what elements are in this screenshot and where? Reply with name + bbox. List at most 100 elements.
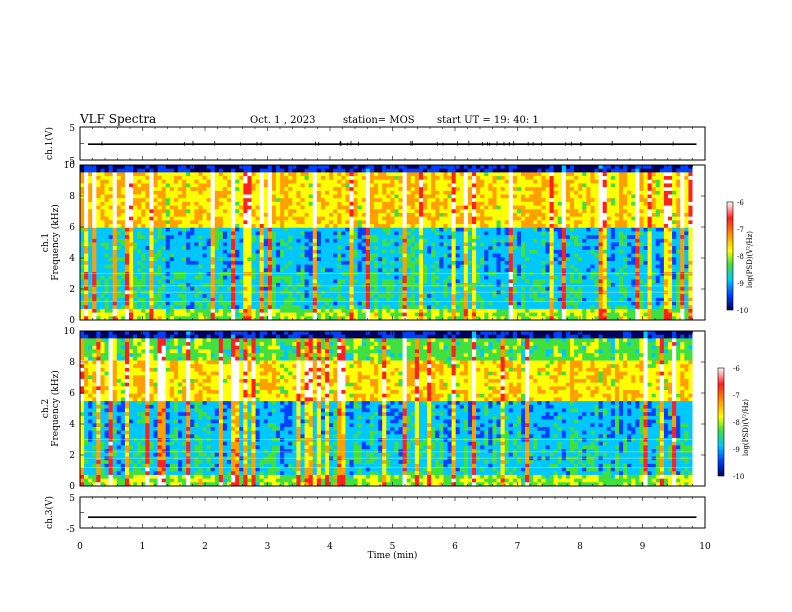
spectrogram-cell — [92, 279, 97, 284]
spectrogram-cell — [557, 187, 563, 192]
spectrogram-cell — [186, 249, 191, 254]
spectrogram-cell — [390, 198, 395, 203]
spectrogram-cell — [439, 242, 444, 247]
spectrogram-cell — [357, 268, 363, 273]
spectrogram-cell — [439, 183, 444, 188]
spectrogram-cell — [476, 190, 481, 195]
spectrogram-cell — [341, 279, 346, 284]
spectrogram-cell — [525, 246, 530, 251]
spectrogram-cell — [537, 187, 542, 192]
spectrogram-cell — [455, 242, 461, 247]
spectrogram-cell — [447, 179, 452, 184]
spectrogram-cell — [320, 227, 326, 232]
spectrogram-cell — [431, 212, 436, 218]
spectrogram-cell — [398, 224, 403, 229]
spectrogram-cell — [276, 224, 281, 229]
spectrogram-cell — [173, 187, 179, 192]
spectrogram-cell — [149, 238, 154, 243]
spectrogram-cell — [623, 238, 628, 243]
spectrogram-cell — [349, 264, 354, 269]
spectrogram-cell — [198, 216, 203, 221]
spectrogram-cell — [88, 201, 93, 206]
spectrogram-cell — [553, 238, 559, 243]
spectrogram-cell — [349, 235, 354, 240]
spectrogram-cell — [345, 172, 350, 177]
spectrogram-cell — [271, 249, 277, 254]
spectrogram-cell — [492, 183, 497, 188]
spectrogram-cell — [614, 179, 620, 184]
spectrogram-cell — [325, 198, 330, 203]
spectrogram-cell — [198, 249, 203, 254]
spectrogram-cell — [92, 209, 97, 214]
spectrogram-cell — [157, 235, 163, 240]
spectrogram-cell — [688, 231, 693, 236]
spectrogram-cell — [529, 272, 534, 277]
spectrogram-cell — [333, 183, 338, 188]
spectrogram-cell — [80, 216, 85, 221]
spectrogram-cell — [304, 260, 310, 266]
spectrogram-cell — [149, 216, 154, 221]
spectrogram-cell — [623, 279, 628, 284]
spectrogram-cell — [512, 249, 518, 254]
spectrogram-cell — [165, 242, 171, 247]
spectrogram-cell — [316, 224, 322, 229]
spectrogram-cell — [129, 242, 134, 247]
spectrogram-cell — [545, 242, 550, 247]
spectrogram-cell — [663, 205, 669, 210]
spectrogram-cell — [647, 216, 653, 221]
spectrogram-cell — [100, 253, 105, 258]
spectrogram-cell — [235, 216, 240, 221]
spectrogram-cell — [574, 260, 579, 266]
spectrogram-cell — [161, 198, 167, 203]
spectrogram-cell — [467, 220, 473, 225]
spectrogram-cell — [516, 201, 522, 206]
spectrogram-cell — [116, 249, 122, 254]
spectrogram-cell — [427, 172, 432, 177]
spectrogram-cell — [255, 246, 261, 251]
spectrogram-cell — [631, 198, 636, 203]
spectrogram-cell — [218, 183, 224, 188]
spectrogram-cell — [504, 190, 510, 195]
spectrogram-cell — [308, 272, 314, 277]
spectrogram-cell — [198, 238, 203, 243]
spectrogram-cell — [378, 257, 383, 262]
spectrogram-cell — [137, 220, 142, 225]
spectrogram-cell — [349, 238, 354, 243]
spectrogram-cell — [186, 194, 191, 199]
spectrogram-cell — [606, 187, 612, 192]
spectrogram-cell — [361, 212, 367, 218]
spectrogram-cell — [561, 209, 567, 214]
spectrogram-cell — [280, 198, 285, 203]
spectrogram-cell — [247, 224, 252, 229]
spectrogram-cell — [512, 253, 518, 258]
spectrogram-cell — [284, 260, 289, 266]
spectrogram-cell — [606, 257, 612, 262]
spectrogram-cell — [300, 212, 305, 218]
spectrogram-cell — [251, 264, 256, 269]
spectrogram-cell — [541, 249, 546, 254]
spectrogram-cell — [206, 268, 212, 273]
spectrogram-cell — [169, 220, 175, 225]
spectrogram-cell — [463, 220, 469, 225]
spectrogram-cell — [157, 187, 163, 192]
spectrogram-cell — [280, 212, 285, 218]
spectrogram-cell — [92, 168, 97, 173]
spectrogram-cell — [525, 183, 530, 188]
spectrogram-cell — [124, 212, 130, 218]
spectrogram-cell — [178, 235, 183, 240]
spectrogram-cell — [431, 194, 436, 199]
spectrogram-cell — [623, 260, 628, 266]
spectrogram-cell — [688, 190, 693, 195]
spectrogram-cell — [374, 246, 379, 251]
spectrogram-cell — [120, 172, 126, 177]
spectrogram-cell — [276, 179, 281, 184]
spectrogram-cell — [480, 231, 485, 236]
spectrogram-cell — [668, 268, 673, 273]
spectrogram-cell — [247, 176, 252, 181]
spectrogram-cell — [259, 283, 265, 288]
spectrogram-cell — [467, 257, 473, 262]
spectrogram-cell — [512, 216, 518, 221]
spectrogram-cell — [623, 194, 628, 199]
spectrogram-cell — [198, 279, 203, 284]
spectrogram-cell — [165, 283, 171, 288]
